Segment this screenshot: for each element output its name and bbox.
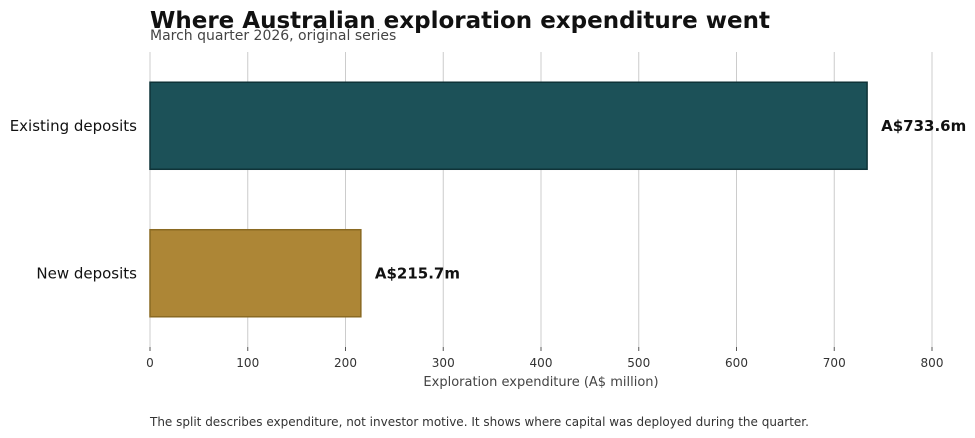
x-tick-labels: 0 100 200 300 400 500 600 700 800: [146, 347, 943, 370]
category-label: Existing deposits: [10, 117, 137, 135]
chart-subtitle: March quarter 2026, original series: [150, 28, 396, 44]
bar-existing-deposits: [149, 81, 868, 171]
x-tick-label: 0: [146, 356, 154, 370]
x-tick-label: 100: [236, 356, 259, 370]
x-tick-label: 400: [530, 356, 553, 370]
x-axis-label: Exploration expenditure (A$ million): [423, 375, 658, 390]
data-labels: A$733.6m A$215.7m: [375, 117, 966, 283]
category-labels: Existing deposits New deposits: [10, 117, 137, 283]
chart-title: Where Australian exploration expenditure…: [150, 8, 770, 34]
x-tick-label: 600: [725, 356, 748, 370]
data-label: A$215.7m: [375, 264, 460, 282]
bars: [149, 81, 868, 318]
x-tick-label: 700: [823, 356, 846, 370]
footnote: The split describes expenditure, not inv…: [149, 415, 809, 429]
data-label: A$733.6m: [881, 117, 966, 135]
x-tick-label: 500: [627, 356, 650, 370]
category-label: New deposits: [36, 264, 137, 282]
x-tick-label: 300: [432, 356, 455, 370]
bar-new-deposits: [149, 228, 362, 318]
x-tick-label: 800: [921, 356, 944, 370]
x-tick-label: 200: [334, 356, 357, 370]
